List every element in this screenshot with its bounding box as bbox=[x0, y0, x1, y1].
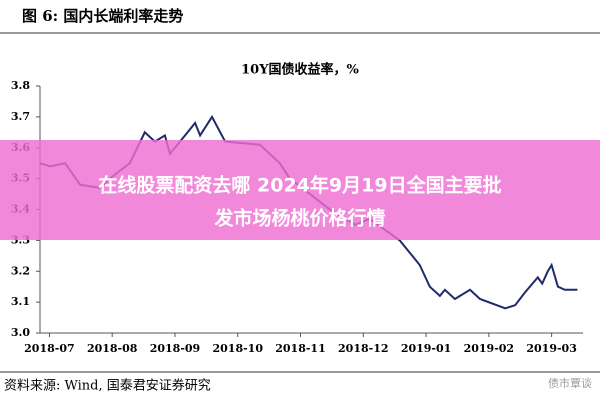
x-tick-label: 2018-11 bbox=[275, 342, 326, 355]
figure-caption: 图 6: 国内长端利率走势 bbox=[22, 7, 183, 25]
x-tick-label: 2019-02 bbox=[464, 342, 515, 355]
x-tick-label: 2019-01 bbox=[401, 342, 452, 355]
x-tick-label: 2019-03 bbox=[526, 342, 577, 355]
y-tick-label: 3.0 bbox=[11, 326, 30, 339]
chart-title: 10Y国债收益率，% bbox=[241, 62, 359, 78]
x-tick-label: 2018-08 bbox=[87, 342, 138, 355]
banner-text: 发市场杨桃价格行情 bbox=[213, 207, 385, 230]
x-tick-label: 2018-10 bbox=[212, 342, 263, 355]
banner-text: 在线股票配资去哪 2024年9月19日全国主要批 bbox=[98, 174, 501, 197]
x-tick-label: 2018-09 bbox=[150, 342, 201, 355]
y-tick-label: 3.8 bbox=[11, 79, 30, 92]
watermark: 债市覃谈 bbox=[548, 376, 592, 390]
banner bbox=[0, 140, 600, 240]
x-tick-label: 2018-07 bbox=[24, 342, 75, 355]
y-tick-label: 3.7 bbox=[11, 110, 30, 123]
x-tick-label: 2018-12 bbox=[338, 342, 389, 355]
source-note: 资料来源: Wind, 国泰君安证券研究 bbox=[4, 378, 211, 394]
y-tick-label: 3.2 bbox=[11, 264, 30, 277]
y-tick-label: 3.1 bbox=[11, 295, 30, 308]
